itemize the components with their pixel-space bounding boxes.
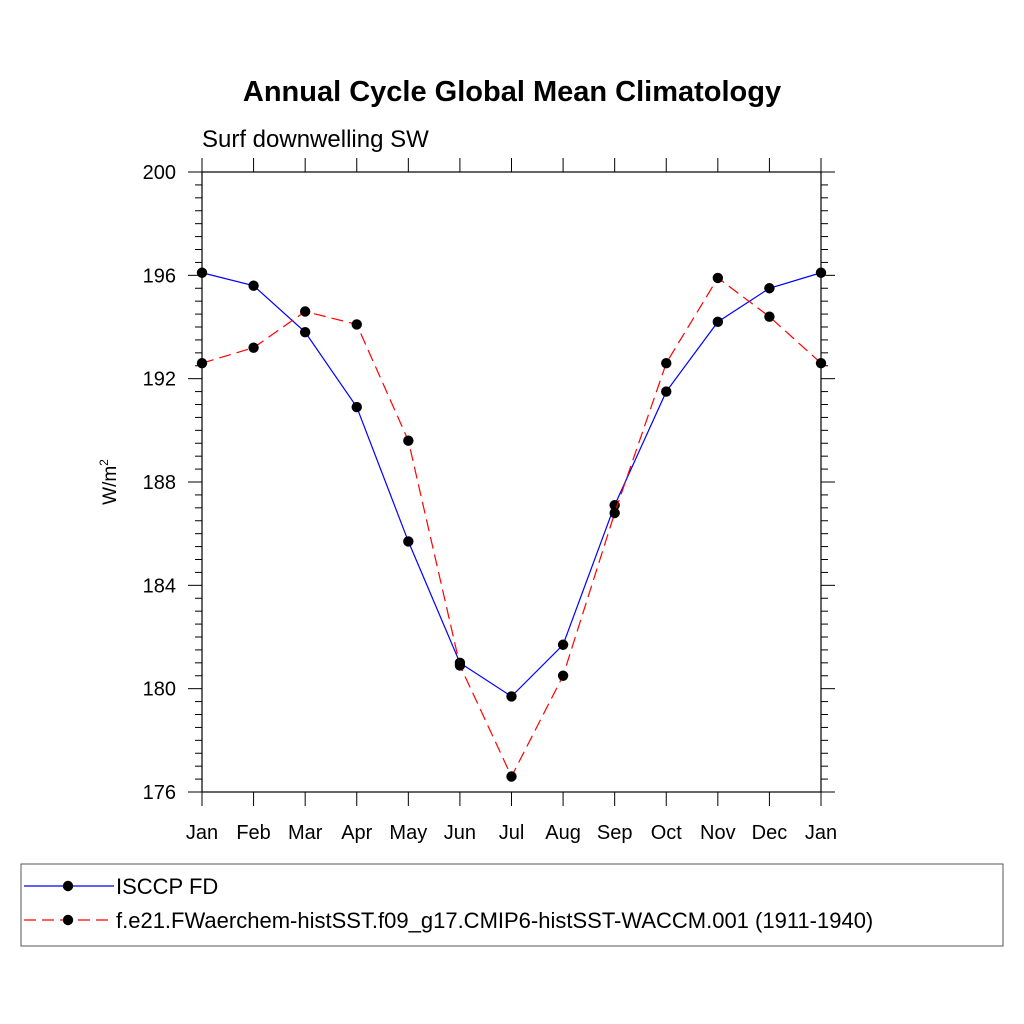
series-2-point [196, 357, 208, 369]
y-tick-label: 176 [143, 782, 176, 804]
series-1-point [196, 267, 208, 278]
y-tick-label: 184 [143, 575, 176, 597]
x-tick-label: Aug [545, 822, 581, 844]
series-2-point [403, 435, 414, 446]
series-2-point [351, 319, 362, 330]
series-1-point [815, 267, 827, 278]
y-tick-label: 188 [143, 472, 176, 494]
series-1-point [248, 280, 259, 291]
y-axis-label-superscript: 2 [97, 459, 111, 466]
x-tick-label: Mar [288, 822, 323, 844]
x-tick-label: Feb [236, 822, 270, 844]
y-tick-label: 192 [143, 369, 176, 391]
x-tick-labels: Jan Feb Mar Apr May Jun Jul Aug Sep Oct Nov Dec Jan [186, 822, 837, 844]
series-2-point [506, 771, 517, 782]
series-1-point [712, 316, 724, 328]
legend-entries: ISCCP FD f.e21.FWaerchem-histSST.f09_g17.… [24, 874, 873, 933]
y-tick-labels: 176 180 184 188 192 196 200 [143, 162, 176, 804]
plot-frame [201, 171, 822, 793]
y-tick-label: 196 [143, 265, 176, 287]
chart-subtitle: Surf downwelling SW [202, 126, 429, 153]
axis-ticks [188, 158, 835, 806]
x-tick-label: Nov [700, 822, 736, 844]
series-layer [196, 267, 827, 782]
y-tick-label: 200 [143, 162, 176, 184]
legend-label-1: ISCCP FD [116, 874, 218, 899]
series-1-point [557, 639, 569, 650]
x-tick-label: Dec [752, 822, 788, 844]
series-2-point [299, 306, 311, 317]
y-tick-label: 180 [143, 679, 176, 701]
x-tick-label: Jan [805, 822, 837, 844]
series-2-point [248, 342, 259, 353]
x-tick-label: Jan [186, 822, 218, 844]
series-2-point [557, 670, 569, 681]
x-tick-label: Jun [444, 822, 476, 844]
series-line-1 [201, 272, 822, 698]
series-2-point [712, 272, 724, 284]
y-axis-label-unit: W/m [100, 466, 121, 505]
series-1-point [609, 500, 620, 511]
legend-label-2: f.e21.FWaerchem-histSST.f09_g17.CMIP6-hi… [116, 908, 873, 933]
series-line-2 [201, 277, 822, 778]
legend-box [20, 863, 1004, 947]
series-1-point [764, 283, 775, 294]
legend-marker-2 [62, 914, 74, 926]
series-2-point [454, 660, 466, 671]
x-tick-label: Jul [499, 822, 525, 844]
y-axis-label: W/m2 [97, 459, 121, 505]
x-tick-label: Sep [597, 822, 633, 844]
series-2-point [764, 311, 775, 322]
series-2-point [609, 507, 620, 519]
legend-marker-1 [62, 880, 74, 892]
series-1-point [661, 386, 672, 397]
series-2-point [815, 357, 827, 369]
series-1-point [403, 536, 414, 547]
x-tick-label: Apr [341, 822, 372, 844]
series-1-point [299, 326, 311, 338]
legend: ISCCP FD f.e21.FWaerchem-histSST.f09_g17.… [20, 863, 1004, 947]
chart-title: Annual Cycle Global Mean Climatology [243, 76, 781, 108]
series-1-point [506, 691, 517, 702]
x-tick-label: May [389, 822, 427, 844]
x-tick-label: Oct [651, 822, 683, 844]
series-1-point [351, 401, 362, 413]
series-2-point [661, 357, 672, 369]
